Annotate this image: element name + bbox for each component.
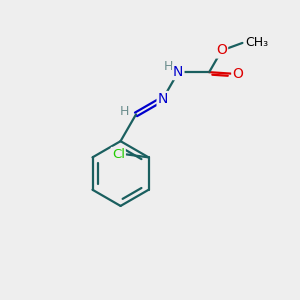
Text: O: O (216, 44, 227, 58)
Text: H: H (120, 105, 130, 118)
Text: O: O (232, 67, 243, 81)
Text: N: N (173, 65, 183, 79)
Text: Cl: Cl (112, 148, 125, 161)
Text: N: N (158, 92, 168, 106)
Text: CH₃: CH₃ (245, 36, 268, 50)
Text: H: H (163, 60, 172, 74)
